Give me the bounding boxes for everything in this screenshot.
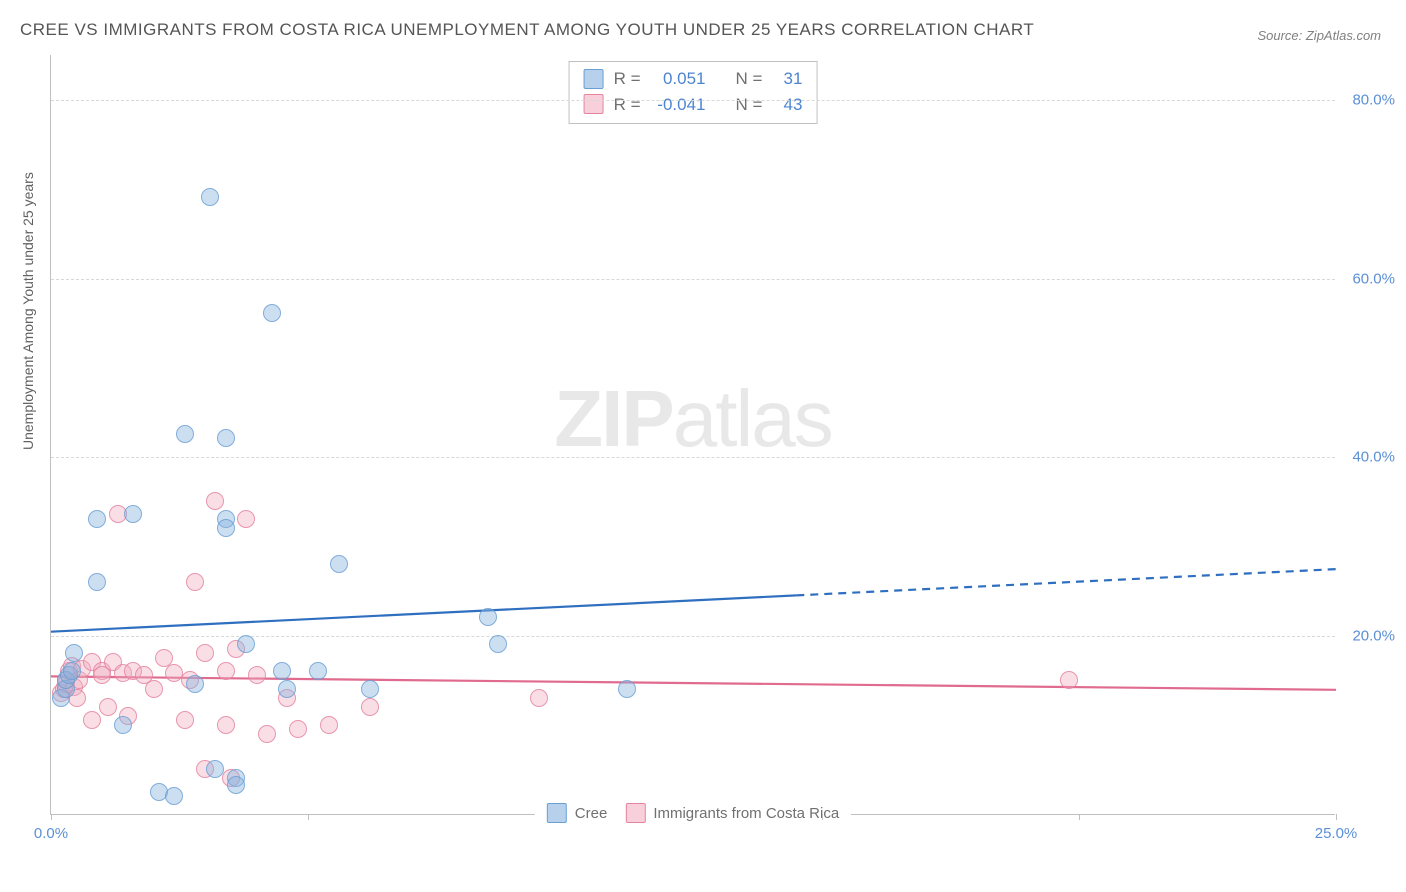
stats-row-pink: R = -0.041 N = 43	[584, 92, 803, 118]
bottom-legend: Cree Immigrants from Costa Rica	[535, 803, 851, 823]
scatter-point-blue	[88, 510, 106, 528]
stat-R-value: 0.051	[651, 66, 706, 92]
legend-item-blue: Cree	[547, 803, 608, 823]
scatter-point-pink	[1060, 671, 1078, 689]
watermark-bold: ZIP	[554, 374, 672, 463]
scatter-point-pink	[258, 725, 276, 743]
scatter-point-blue	[201, 188, 219, 206]
swatch-blue-icon	[547, 803, 567, 823]
regression-lines	[51, 55, 1336, 815]
scatter-point-blue	[309, 662, 327, 680]
xtick	[51, 814, 52, 820]
y-axis-label: Unemployment Among Youth under 25 years	[20, 172, 36, 450]
scatter-point-pink	[99, 698, 117, 716]
legend-label: Immigrants from Costa Rica	[653, 805, 839, 822]
stats-legend-box: R = 0.051 N = 31 R = -0.041 N = 43	[569, 61, 818, 124]
xtick-label: 25.0%	[1315, 825, 1358, 842]
xtick	[1079, 814, 1080, 820]
watermark-light: atlas	[673, 374, 832, 463]
scatter-point-pink	[248, 666, 266, 684]
stat-N-value: 43	[772, 92, 802, 118]
stat-R-label: R =	[614, 66, 641, 92]
scatter-point-blue	[186, 675, 204, 693]
legend-label: Cree	[575, 805, 608, 822]
scatter-point-blue	[206, 760, 224, 778]
scatter-point-blue	[217, 429, 235, 447]
gridline	[51, 279, 1335, 280]
scatter-point-pink	[206, 492, 224, 510]
legend-item-pink: Immigrants from Costa Rica	[625, 803, 839, 823]
stats-row-blue: R = 0.051 N = 31	[584, 66, 803, 92]
scatter-point-blue	[479, 608, 497, 626]
scatter-point-pink	[361, 698, 379, 716]
scatter-point-blue	[278, 680, 296, 698]
scatter-point-blue	[263, 304, 281, 322]
stat-R-label: R =	[614, 92, 641, 118]
ytick-label: 20.0%	[1352, 628, 1395, 645]
regression-line	[51, 676, 1336, 689]
chart-title: CREE VS IMMIGRANTS FROM COSTA RICA UNEMP…	[20, 20, 1034, 40]
scatter-point-pink	[186, 573, 204, 591]
regression-line	[796, 569, 1336, 595]
scatter-point-pink	[289, 720, 307, 738]
scatter-point-blue	[165, 787, 183, 805]
source-label: Source: ZipAtlas.com	[1257, 28, 1381, 43]
regression-line	[51, 595, 796, 631]
scatter-point-blue	[489, 635, 507, 653]
swatch-pink-icon	[625, 803, 645, 823]
plot-area: ZIPatlas R = 0.051 N = 31 R = -0.041 N =…	[50, 55, 1335, 815]
scatter-point-pink	[176, 711, 194, 729]
scatter-point-pink	[196, 644, 214, 662]
scatter-point-blue	[176, 425, 194, 443]
scatter-point-pink	[320, 716, 338, 734]
ytick-label: 40.0%	[1352, 449, 1395, 466]
stat-N-label: N =	[736, 66, 763, 92]
stat-R-value: -0.041	[651, 92, 706, 118]
scatter-point-blue	[361, 680, 379, 698]
xtick	[308, 814, 309, 820]
scatter-point-blue	[124, 505, 142, 523]
scatter-point-blue	[273, 662, 291, 680]
swatch-pink-icon	[584, 94, 604, 114]
scatter-point-pink	[83, 711, 101, 729]
xtick-label: 0.0%	[34, 825, 68, 842]
stat-N-label: N =	[736, 92, 763, 118]
scatter-point-pink	[530, 689, 548, 707]
ytick-label: 60.0%	[1352, 270, 1395, 287]
scatter-point-blue	[618, 680, 636, 698]
xtick	[1336, 814, 1337, 820]
ytick-label: 80.0%	[1352, 91, 1395, 108]
watermark: ZIPatlas	[554, 373, 831, 465]
swatch-blue-icon	[584, 69, 604, 89]
scatter-point-blue	[114, 716, 132, 734]
scatter-point-blue	[88, 573, 106, 591]
scatter-point-blue	[63, 662, 81, 680]
xtick	[565, 814, 566, 820]
scatter-point-blue	[217, 519, 235, 537]
gridline	[51, 100, 1335, 101]
xtick	[822, 814, 823, 820]
scatter-point-pink	[237, 510, 255, 528]
scatter-point-pink	[217, 716, 235, 734]
scatter-point-blue	[330, 555, 348, 573]
scatter-point-blue	[227, 776, 245, 794]
scatter-point-pink	[145, 680, 163, 698]
stat-N-value: 31	[772, 66, 802, 92]
gridline	[51, 457, 1335, 458]
scatter-point-blue	[237, 635, 255, 653]
scatter-point-blue	[65, 644, 83, 662]
scatter-point-pink	[217, 662, 235, 680]
